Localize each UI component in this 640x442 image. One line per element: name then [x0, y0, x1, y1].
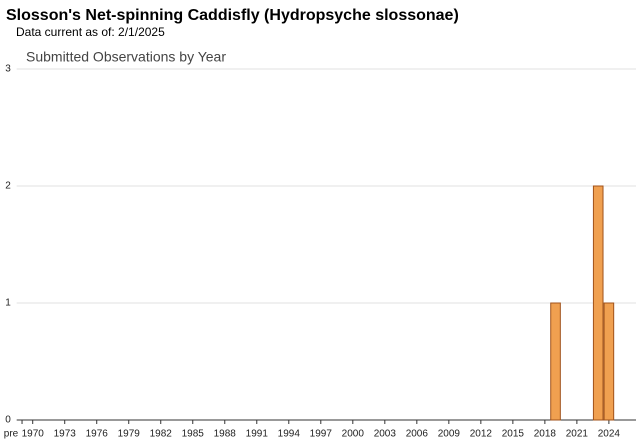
x-tick-label: 1979: [118, 429, 141, 440]
x-tick-label: 1982: [150, 429, 173, 440]
x-tick-label: 2006: [406, 429, 429, 440]
x-tick-label: 2024: [598, 429, 621, 440]
x-tick-label: 2009: [438, 429, 461, 440]
y-tick-label: 1: [5, 298, 11, 309]
x-tick-label: 1976: [86, 429, 109, 440]
y-tick-label: 0: [5, 415, 11, 426]
y-tick-label: 2: [5, 181, 11, 192]
x-tick-label: 1991: [246, 429, 269, 440]
x-tick-label: 2000: [342, 429, 365, 440]
x-tick-label: 1997: [310, 429, 333, 440]
x-tick-label: 2018: [534, 429, 557, 440]
x-tick-label: 2012: [470, 429, 493, 440]
x-tick-label: 2015: [502, 429, 525, 440]
y-tick-label: 3: [5, 64, 11, 75]
bar: [550, 302, 561, 421]
x-tick-label: pre: [4, 429, 19, 440]
x-tick-label: 2003: [374, 429, 397, 440]
chart-title: Slosson's Net-spinning Caddisfly (Hydrop…: [6, 7, 459, 24]
x-tick-label: 1973: [54, 429, 77, 440]
bar: [592, 185, 604, 421]
x-tick-label: 1970: [22, 429, 45, 440]
bar: [603, 302, 615, 421]
chart-subtitle: Data current as of: 2/1/2025: [16, 25, 165, 39]
x-tick-label: 1988: [214, 429, 237, 440]
x-tick-label: 1994: [278, 429, 301, 440]
plot-title: Submitted Observations by Year: [26, 49, 226, 65]
x-tick-label: 1985: [182, 429, 205, 440]
x-tick-label: 2021: [566, 429, 589, 440]
